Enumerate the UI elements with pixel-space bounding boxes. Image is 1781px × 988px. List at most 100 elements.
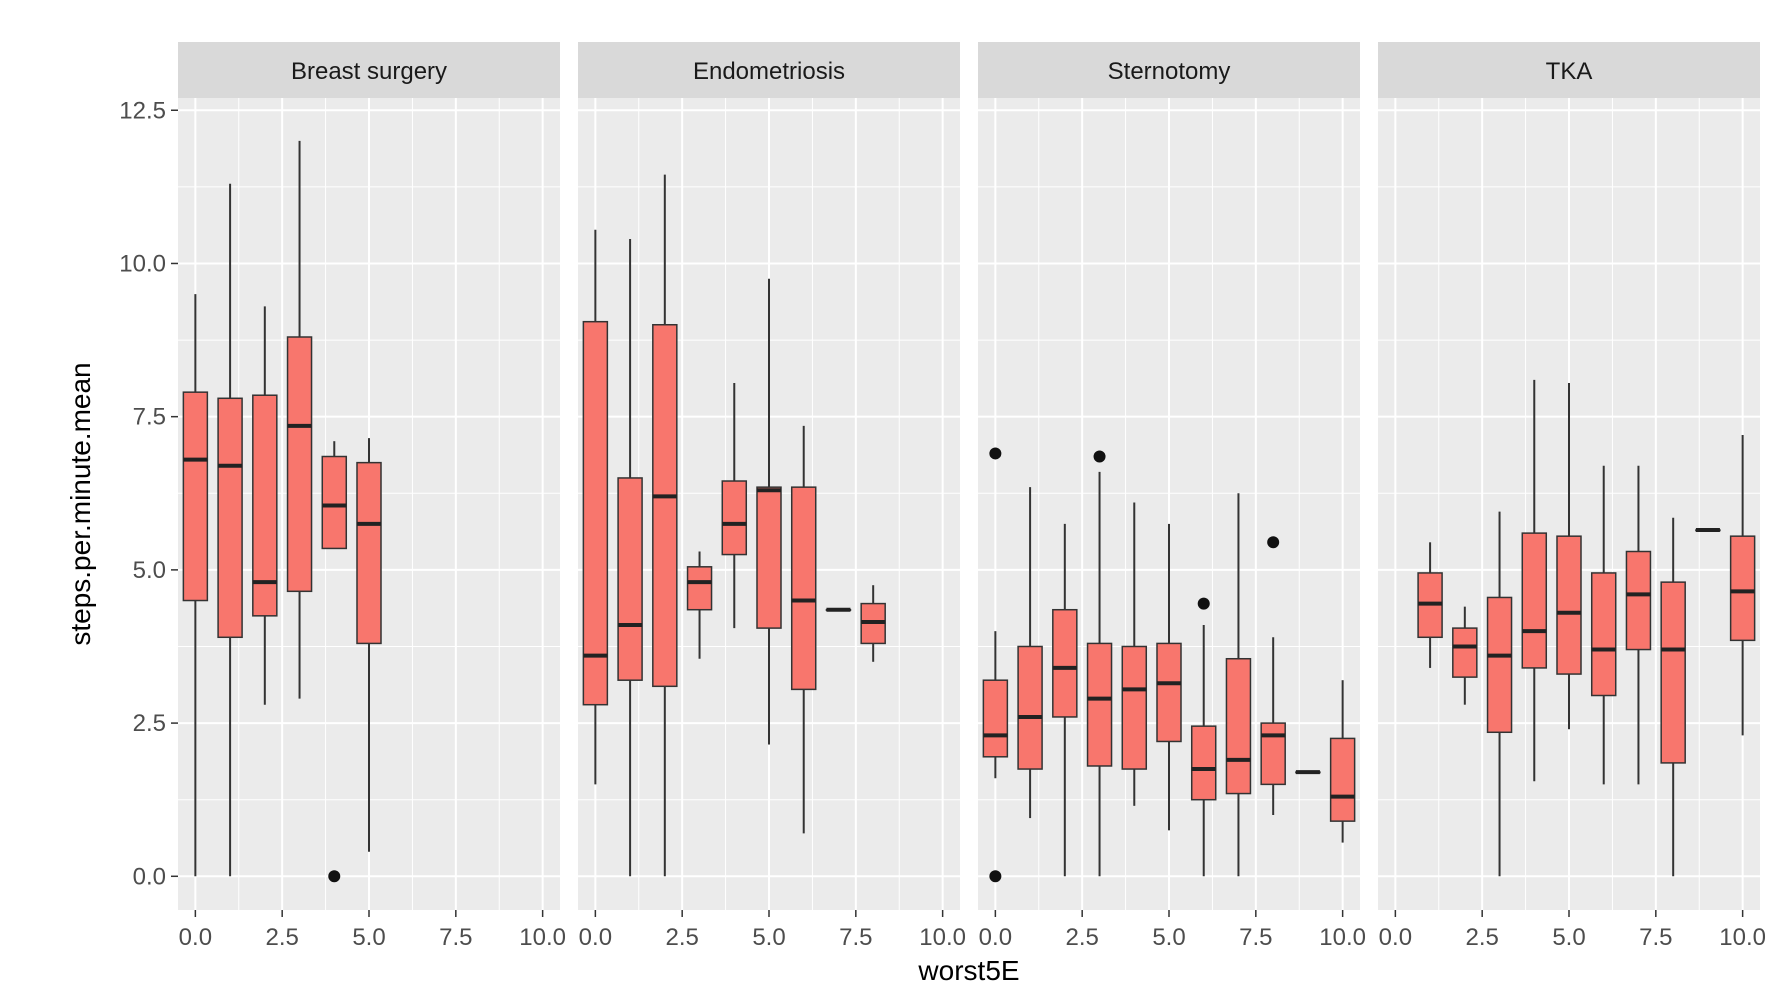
boxplot-box xyxy=(1695,528,1721,533)
facet-strip-label: Endometriosis xyxy=(693,58,845,85)
box-iqr xyxy=(1556,535,1582,675)
boxplot-box xyxy=(252,306,278,705)
y-axis-title: steps.per.minute.mean xyxy=(65,362,96,645)
x-tick-label: 2.5 xyxy=(1065,924,1098,951)
outlier-point xyxy=(989,447,1002,460)
boxplot-box xyxy=(1086,450,1113,877)
x-tick-label: 2.5 xyxy=(265,924,298,951)
boxplot-box xyxy=(321,441,348,883)
boxplot-box xyxy=(860,585,886,662)
box-iqr xyxy=(321,455,348,550)
x-tick-label: 7.5 xyxy=(439,924,472,951)
y-tick-label: 0.0 xyxy=(133,863,166,890)
box-iqr xyxy=(1486,596,1513,734)
boxplot-box xyxy=(1225,493,1252,877)
x-tick-label: 7.5 xyxy=(1239,924,1272,951)
x-tick-label: 10.0 xyxy=(1319,924,1366,951)
boxplot-box xyxy=(1295,770,1321,775)
x-tick-label: 7.5 xyxy=(1639,924,1672,951)
boxplot-box xyxy=(686,551,713,659)
facet-strip xyxy=(1378,42,1760,98)
box-iqr xyxy=(686,566,713,611)
facet-strip xyxy=(178,42,560,98)
boxplot-box xyxy=(790,425,817,834)
x-tick-label: 0.0 xyxy=(579,924,612,951)
x-tick-label: 0.0 xyxy=(979,924,1012,951)
box-iqr xyxy=(1660,581,1686,764)
y-axis: 0.0 2.5 5.0 7.5 10.0 12.5 xyxy=(119,97,178,890)
boxplot-box xyxy=(1486,511,1513,877)
box-iqr xyxy=(217,397,243,639)
boxplot-box xyxy=(1052,523,1078,877)
outlier-point xyxy=(328,870,341,883)
boxplot-box xyxy=(1417,542,1443,668)
x-tick-label: 5.0 xyxy=(1552,924,1585,951)
box-iqr xyxy=(1260,722,1286,786)
x-tick-label: 7.5 xyxy=(839,924,872,951)
box-iqr xyxy=(652,323,678,688)
box-iqr xyxy=(1590,572,1617,697)
facet-panel: Endometriosis 0.0 2.5 5.0 7.5 10.0 xyxy=(578,42,966,951)
boxplot-box xyxy=(1260,536,1286,816)
boxplot-box xyxy=(1017,487,1043,819)
x-tick-label: 5.0 xyxy=(752,924,785,951)
box-iqr xyxy=(721,480,748,556)
boxplot-box xyxy=(721,382,748,629)
boxplot-box xyxy=(1329,680,1356,843)
box-iqr xyxy=(1225,657,1252,795)
boxplot-box xyxy=(825,607,852,612)
boxplot-box xyxy=(1190,597,1217,877)
box-iqr xyxy=(1625,550,1652,651)
x-tick-label: 5.0 xyxy=(352,924,385,951)
box-iqr xyxy=(756,486,782,629)
boxplot-box xyxy=(1121,502,1148,806)
boxplot-box xyxy=(1590,465,1617,785)
facet-strip-label: Breast surgery xyxy=(291,58,447,85)
x-tick-label: 5.0 xyxy=(1152,924,1185,951)
facet-strip-label: TKA xyxy=(1546,58,1593,85)
boxplot-box xyxy=(756,278,782,745)
outlier-point xyxy=(989,870,1002,883)
x-tick-label: 10.0 xyxy=(1719,924,1766,951)
box-iqr xyxy=(1052,608,1078,718)
boxplot-box xyxy=(1556,382,1582,730)
outlier-point xyxy=(1267,536,1280,549)
x-tick-label: 2.5 xyxy=(665,924,698,951)
facet-strip xyxy=(578,42,960,98)
facet-strip xyxy=(978,42,1360,98)
boxplot-box xyxy=(1452,606,1478,705)
box-iqr xyxy=(356,461,382,645)
facet-panel: Breast surgery 0.0 2.5 5.0 7.5 10.0 xyxy=(178,42,566,951)
box-iqr xyxy=(182,391,209,602)
boxplot-box xyxy=(1521,379,1548,782)
y-tick-label: 5.0 xyxy=(133,557,166,584)
box-iqr xyxy=(1121,645,1148,770)
boxplot-box xyxy=(1156,523,1182,831)
boxplot-box xyxy=(982,447,1009,883)
x-tick-label: 2.5 xyxy=(1465,924,1498,951)
boxplot-box xyxy=(286,140,313,699)
facet-panels: Breast surgery 0.0 2.5 5.0 7.5 10.0 Endometrio… xyxy=(178,42,1766,951)
box-iqr xyxy=(1156,642,1182,743)
x-axis-title: worst5E xyxy=(917,955,1019,986)
box-iqr xyxy=(252,394,278,617)
box-iqr xyxy=(1190,725,1217,801)
x-tick-label: 0.0 xyxy=(1379,924,1412,951)
box-iqr xyxy=(982,679,1009,758)
boxplot-box xyxy=(356,438,382,852)
box-iqr xyxy=(582,320,609,706)
outlier-point xyxy=(1197,597,1210,610)
y-tick-label: 12.5 xyxy=(119,97,166,124)
boxplot-box xyxy=(217,183,243,877)
y-tick-label: 7.5 xyxy=(133,404,166,431)
boxplot-box xyxy=(1660,517,1686,877)
box-iqr xyxy=(790,486,817,691)
boxplot-box xyxy=(652,174,678,877)
outlier-point xyxy=(1093,450,1106,463)
box-iqr xyxy=(1017,645,1043,770)
box-iqr xyxy=(617,477,643,681)
y-tick-label: 2.5 xyxy=(133,710,166,737)
facet-panel: Sternotomy 0.0 2.5 5.0 7.5 10.0 xyxy=(978,42,1366,951)
boxplot-box xyxy=(617,238,643,877)
